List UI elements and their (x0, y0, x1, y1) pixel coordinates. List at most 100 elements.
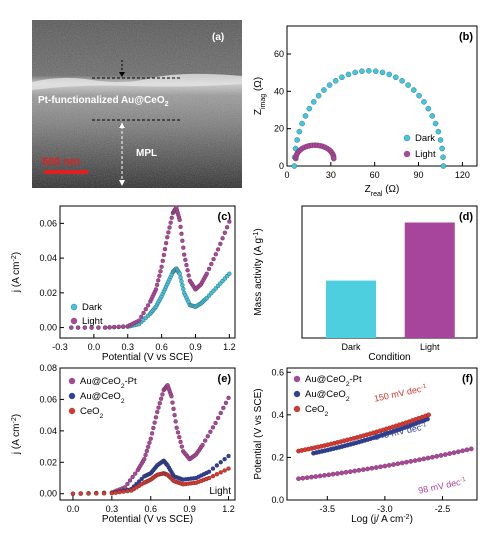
data-point-series-0 (399, 460, 405, 466)
data-point-series-0 (179, 444, 185, 449)
data-point-series-2 (121, 489, 126, 494)
data-point-series-0 (177, 434, 182, 440)
y-tick-label: 0.2 (271, 452, 284, 462)
data-point-series-1 (226, 453, 231, 459)
data-point-dark (372, 68, 379, 74)
y-tick-label: 0.6 (271, 367, 284, 377)
data-point-dark (180, 283, 185, 288)
data-point-dark (366, 68, 372, 74)
data-point-dark (440, 154, 446, 160)
data-point-light (180, 238, 185, 243)
sem-image-panel: (a) Pt-functionalized Au@CeO2 MPL 500 nm (32, 20, 242, 188)
data-point-series-0 (447, 451, 453, 456)
data-point-series-0 (215, 415, 221, 421)
data-point-dark (321, 87, 327, 93)
legend-light: Light (415, 149, 436, 160)
y-tick-label: 40 (274, 86, 284, 96)
data-point-light (161, 252, 167, 258)
legend-marker (293, 390, 301, 398)
data-point-dark (326, 82, 333, 88)
data-point-light (103, 325, 108, 330)
y-tick-label: 0.0 (271, 495, 284, 505)
data-point-series-2 (426, 412, 431, 418)
y-tick-label: 20 (274, 124, 284, 134)
legend-series-2: CeO2 (305, 404, 329, 418)
x-axis-label: Zreal (Ω) (365, 184, 400, 198)
data-point-series-0 (430, 454, 435, 460)
data-point-series-0 (142, 456, 147, 462)
x-tick-label: 0.9 (183, 504, 196, 514)
y-axis-label: Zimag (Ω) (253, 77, 267, 115)
legend-light: Light (82, 316, 103, 327)
data-point-series-0 (205, 434, 210, 439)
data-point-dark (416, 92, 422, 99)
data-point-dark (302, 113, 309, 119)
mass-activity-chart: (d) Mass activity (A g-1) Condition Dark Lig… (253, 205, 478, 363)
data-point-series-0 (335, 471, 340, 476)
scale-bar (44, 170, 88, 174)
data-point-series-0 (160, 392, 165, 397)
legend-marker (293, 405, 301, 413)
data-point-series-1 (210, 466, 216, 471)
x-tick-label: 120 (455, 170, 470, 180)
y-tick-label: 0.04 (39, 426, 57, 436)
data-point-series-0 (395, 461, 401, 467)
data-point-light (185, 268, 190, 273)
data-point-light (143, 307, 148, 312)
data-point-light (182, 252, 187, 257)
data-point-series-0 (174, 425, 179, 430)
category-label: Dark (341, 342, 361, 352)
data-point-light (82, 325, 87, 330)
data-point-series-0 (213, 420, 218, 426)
data-point-light (222, 230, 227, 235)
plot-frame (286, 367, 478, 501)
legend-marker (68, 377, 76, 385)
slope-label-2: 150 mV dec-1 (373, 382, 428, 404)
data-point-series-0 (468, 446, 474, 452)
plot-frame (301, 205, 478, 339)
legend-series-2: CeO2 (80, 406, 104, 420)
data-point-series-0 (153, 415, 159, 420)
data-point-series-2 (101, 491, 107, 496)
data-point-series-0 (421, 456, 427, 462)
slope-label-0: 98 mV dec-1 (417, 475, 467, 495)
y-tick-label: 0.02 (39, 457, 57, 467)
data-point-dark (432, 120, 439, 127)
x-tick-label: 0.6 (155, 342, 168, 352)
data-point-series-0 (356, 467, 362, 473)
data-point-series-0 (218, 410, 223, 416)
data-point-light (165, 235, 170, 240)
data-point-series-0 (326, 472, 332, 478)
layer-label: Pt-functionalized Au@CeO2 (38, 95, 169, 108)
data-point-series-0 (309, 474, 314, 480)
data-point-series-0 (460, 448, 465, 454)
x-axis-label: Potential (V vs SCE) (102, 352, 193, 363)
data-point-series-0 (382, 463, 388, 469)
data-point-light (183, 257, 188, 262)
x-tick-label: -3.0 (377, 504, 393, 514)
data-point-series-1 (136, 479, 142, 484)
data-point-series-0 (404, 459, 409, 465)
data-point-dark (437, 137, 444, 143)
condition-annotation: Light (209, 486, 231, 497)
data-point-light (159, 264, 164, 269)
data-point-light (220, 236, 225, 241)
data-point-series-0 (365, 466, 370, 472)
data-point-series-0 (172, 412, 177, 418)
data-point-dark (181, 286, 186, 292)
data-point-series-0 (347, 469, 353, 474)
sem-image (32, 20, 242, 188)
data-point-light (184, 262, 189, 268)
data-point-series-2 (214, 472, 220, 477)
legend-marker (403, 150, 411, 158)
data-point-light (204, 271, 209, 276)
y-tick-label: 0.00 (39, 323, 57, 333)
data-point-dark (435, 128, 442, 135)
data-point-series-0 (147, 440, 152, 445)
data-point-light (168, 220, 173, 225)
plot-frame (286, 25, 478, 167)
data-point-series-0 (210, 425, 216, 430)
data-point-series-0 (296, 476, 301, 482)
data-point-series-2 (117, 490, 122, 495)
data-point-light (154, 282, 160, 288)
